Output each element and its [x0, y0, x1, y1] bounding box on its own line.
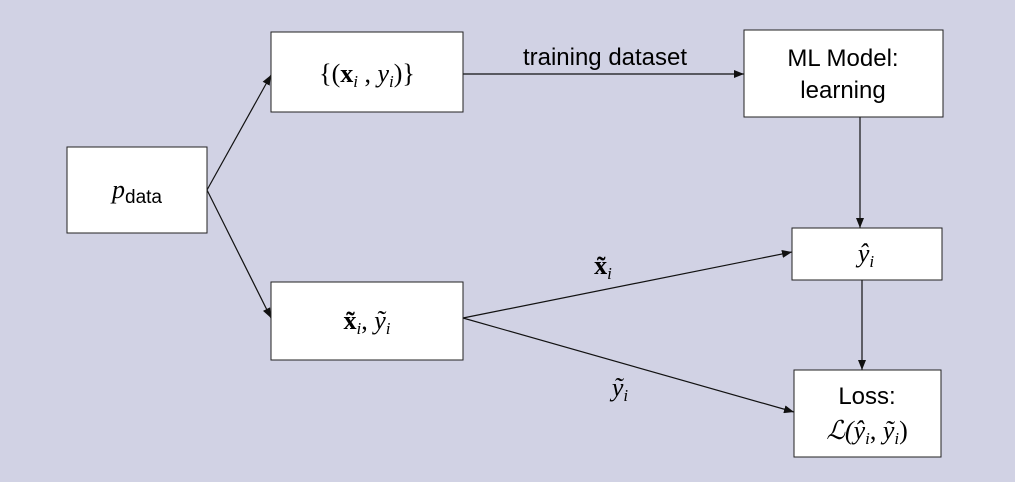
math: ỹ: [371, 306, 387, 335]
math: ℒ(: [826, 416, 855, 445]
subscript: i: [865, 429, 870, 448]
math: ŷ: [851, 416, 866, 445]
node-label: learning: [800, 77, 885, 104]
math: ỹ: [880, 416, 896, 445]
edge-label: x̃i: [594, 251, 612, 283]
math: ,: [870, 416, 883, 445]
symbol: p: [110, 175, 125, 204]
subscript: i: [869, 252, 874, 271]
math: ŷ: [855, 239, 870, 268]
edges: [206, 70, 866, 414]
math: ỹ: [609, 373, 625, 402]
arrow: [206, 74, 272, 191]
edge-label: training dataset: [523, 44, 687, 71]
node-label: ℒ(ŷi, ỹi): [826, 416, 908, 448]
node-label: Loss:: [838, 383, 895, 410]
node-box: [743, 29, 944, 118]
arrow: [462, 250, 793, 319]
math: x̃: [594, 251, 607, 280]
math: )}: [394, 59, 415, 88]
math: ,: [361, 306, 374, 335]
node-box: [793, 369, 942, 458]
node-box: [270, 281, 464, 361]
node-label: x̃i, ỹi: [343, 306, 390, 338]
node-label: pdata: [110, 175, 162, 208]
edge-label: ỹi: [609, 373, 629, 405]
node-box: [791, 227, 943, 281]
subscript: i: [356, 319, 361, 338]
math: {(: [319, 59, 340, 88]
math: x̃: [343, 306, 356, 335]
subscript: data: [125, 187, 162, 208]
node-label: ŷi: [855, 239, 875, 271]
arrow: [462, 317, 795, 414]
subscript: i: [353, 72, 358, 91]
arrow: [206, 189, 272, 319]
node-label: ML Model:: [787, 45, 898, 72]
math: ): [899, 416, 908, 445]
subscript: i: [386, 319, 391, 338]
math: y: [374, 59, 389, 88]
math: x: [340, 59, 353, 88]
node-label: {(xi , yi)}: [319, 59, 415, 91]
math: ,: [358, 59, 378, 88]
subscript: i: [894, 429, 899, 448]
subscript: i: [607, 264, 612, 283]
subscript: i: [623, 386, 628, 405]
node-box: [270, 31, 464, 113]
subscript: i: [389, 72, 394, 91]
node-box: [66, 146, 208, 234]
